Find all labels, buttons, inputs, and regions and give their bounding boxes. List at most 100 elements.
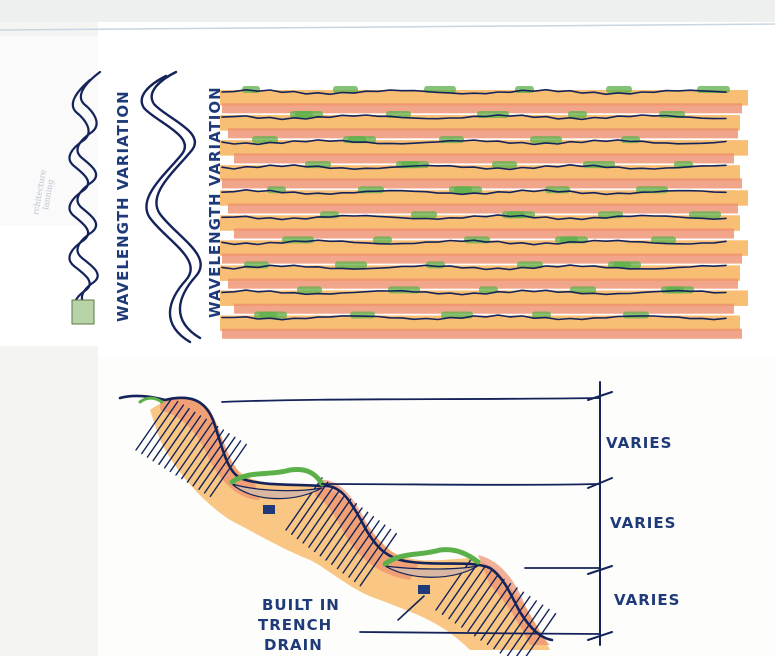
hatch-line: [435, 557, 473, 611]
hatch-line: [342, 520, 380, 574]
hatch-line: [353, 528, 392, 583]
plan-grass-patch: [492, 161, 517, 169]
hatch-line: [313, 498, 352, 553]
plan-grass-patch: [570, 286, 596, 294]
hatch-line: [135, 397, 173, 451]
hatch-line: [525, 613, 557, 656]
plan-grass-patch: [449, 186, 482, 194]
dimension-label-2: VARIES: [610, 514, 676, 532]
plan-grass-patch: [254, 311, 287, 319]
plan-band-salmon: [228, 203, 738, 214]
hatch-line: [308, 494, 346, 548]
plan-grass-patch: [651, 236, 676, 244]
hatch-line: [486, 591, 525, 645]
plan-grass-patch: [608, 261, 641, 269]
hatch-line: [359, 533, 397, 587]
trench-drain-pipes: [263, 505, 430, 594]
callout-line-2: TRENCH: [258, 616, 332, 634]
plan-grass-patch: [441, 311, 473, 319]
plan-band-salmon: [222, 178, 742, 189]
hatch-line: [296, 485, 335, 540]
wave-diagram-small-2: [68, 78, 92, 320]
wavelength-label-left: WAVELENGTH VARIATION: [114, 90, 132, 322]
plan-band-orange: [220, 215, 740, 231]
plan-grass-patch: [252, 136, 278, 144]
plan-band-salmon: [234, 228, 734, 239]
plan-grass-patch: [583, 161, 615, 169]
plan-contour-line: [221, 114, 727, 121]
hatch-line: [493, 595, 531, 650]
plan-grass-patch: [606, 86, 632, 93]
plan-grass-patch: [517, 261, 543, 269]
hatch-line: [336, 515, 375, 570]
plan-view-contours: [221, 88, 727, 321]
plan-grass-patch: [479, 286, 498, 294]
plan-band-orange: [220, 115, 740, 131]
hatch-line: [302, 490, 340, 544]
hatch-line: [473, 583, 512, 637]
section-wash-salmon: [160, 396, 550, 645]
hatch-line: [180, 425, 219, 480]
plan-band-orange: [220, 140, 748, 156]
plan-contour-line: [221, 264, 727, 271]
hatch-line: [140, 400, 179, 455]
plan-grass-patch: [411, 211, 437, 219]
dimension-label-3: VARIES: [614, 591, 680, 609]
grass-tufts: [138, 396, 481, 567]
hatch-line: [499, 600, 537, 654]
plan-grass-patch: [530, 136, 562, 144]
hatch-line: [198, 436, 236, 490]
plan-band-salmon: [234, 303, 734, 314]
plan-grass-patch: [532, 311, 551, 319]
plan-contour-line: [221, 188, 727, 196]
plan-band-salmon: [222, 253, 742, 264]
section-view: VARIES VARIES VARIES BUILT IN TRENCH DRA…: [118, 381, 680, 656]
plan-band-salmon: [228, 128, 738, 139]
hatch-line: [146, 404, 185, 458]
dimension-line: [587, 381, 613, 646]
plan-grass-patch: [568, 111, 587, 119]
left-margin-sheet: [0, 36, 98, 226]
hatch-line: [467, 578, 505, 633]
hatch-line: [169, 418, 208, 473]
callout-line-1: BUILT IN: [262, 596, 340, 614]
ground-profile: [118, 394, 554, 642]
plan-contour-line: [221, 314, 727, 321]
dimension-label-1: VARIES: [606, 434, 672, 452]
plan-grass-patch: [515, 86, 534, 93]
plan-contour-line: [221, 239, 727, 246]
trench-gravel-upper: [231, 483, 323, 500]
color-swatch: [71, 299, 95, 325]
level-lines: [221, 397, 601, 635]
hatch-line: [203, 440, 242, 494]
plan-view-bands: [220, 86, 748, 339]
plan-grass-patch: [297, 286, 322, 294]
hatch-line: [515, 608, 550, 656]
plan-contour-line: [221, 289, 727, 296]
hatch-line: [441, 561, 480, 615]
plan-band-salmon: [222, 328, 742, 339]
plan-grass-patch: [333, 86, 358, 93]
left-margin-sheet-lower: [0, 226, 98, 346]
hatch-line: [175, 422, 213, 476]
hatch-line: [319, 503, 357, 557]
trench-gravel-lower: [384, 565, 479, 578]
plan-band-orange: [220, 240, 748, 256]
plan-grass-patch: [373, 236, 392, 244]
plan-band-salmon: [222, 103, 742, 114]
callout-line-3: DRAIN: [264, 636, 323, 654]
hatch-line: [461, 574, 499, 628]
wavelength-label-right: WAVELENGTH VARIATION: [206, 86, 224, 318]
hatch-line: [325, 507, 363, 561]
plan-contour-line: [221, 88, 727, 96]
plan-contour-line: [221, 163, 727, 171]
callout-leader: [397, 595, 425, 621]
hatch-line: [506, 604, 544, 656]
plan-band-salmon: [234, 153, 734, 164]
wavelength-diagrams: [68, 70, 202, 344]
hatch-line: [454, 570, 492, 624]
hatch-line: [158, 411, 196, 465]
plan-band-salmon: [228, 278, 738, 289]
hatch-line: [186, 429, 225, 483]
